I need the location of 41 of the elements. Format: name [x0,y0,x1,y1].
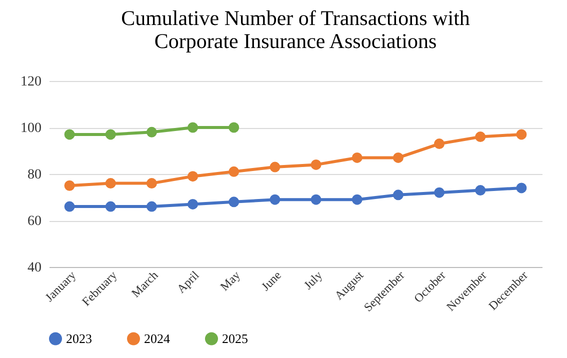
point [475,185,486,196]
point [146,178,157,189]
point [64,201,75,212]
x-tick-label: July [300,268,326,292]
y-tick-label: 80 [28,168,42,182]
legend-label: 2023 [66,330,92,346]
legend-label: 2025 [222,330,248,346]
y-tick-label: 40 [28,260,42,276]
point [310,194,322,205]
legend-label: 2024 [144,330,170,346]
y-tick-label: 60 [28,214,42,229]
point [64,129,75,140]
point [475,132,486,142]
point [434,187,445,198]
point [270,162,280,172]
point [228,166,240,177]
point [228,196,240,208]
chart-title: Cumulative Number of Transactions with Corporate Insurance Associations [121,6,470,53]
point [105,178,116,189]
point [516,182,527,194]
point [188,122,198,133]
y-tick-label: 100 [20,121,42,136]
point [188,198,198,210]
x-tick-label: May [217,268,243,294]
point [310,159,322,170]
x-tick-label: June [258,268,284,294]
point [434,138,445,150]
point [228,122,240,133]
point [352,152,362,163]
point [270,194,280,205]
point [146,201,157,212]
point [64,180,75,191]
point [516,129,527,140]
point [188,171,198,182]
point [105,129,116,140]
point [105,201,116,212]
point [146,126,157,138]
point [352,194,362,205]
point [392,190,404,200]
y-tick-label: 120 [20,74,42,90]
point [392,152,404,163]
